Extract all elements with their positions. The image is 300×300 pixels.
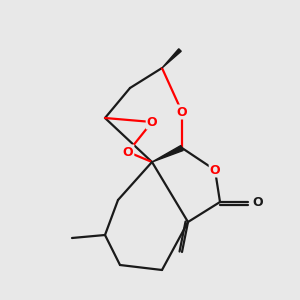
Text: O: O	[252, 196, 262, 208]
Polygon shape	[152, 146, 183, 162]
Text: O: O	[147, 116, 157, 128]
Text: O: O	[177, 106, 187, 118]
Text: O: O	[210, 164, 220, 176]
Polygon shape	[162, 49, 181, 68]
Text: O: O	[123, 146, 133, 158]
